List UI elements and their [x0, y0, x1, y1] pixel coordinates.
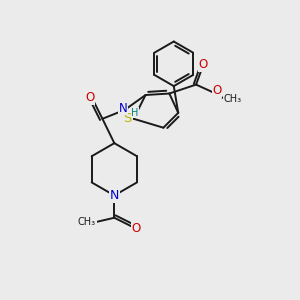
Text: N: N — [119, 102, 128, 115]
Text: CH₃: CH₃ — [78, 217, 96, 227]
Text: O: O — [131, 222, 140, 235]
Text: N: N — [110, 189, 119, 202]
Text: O: O — [212, 84, 221, 97]
Text: H: H — [131, 108, 139, 118]
Text: O: O — [85, 92, 94, 104]
Text: CH₃: CH₃ — [223, 94, 242, 104]
Text: O: O — [199, 58, 208, 71]
Text: S: S — [124, 112, 132, 125]
